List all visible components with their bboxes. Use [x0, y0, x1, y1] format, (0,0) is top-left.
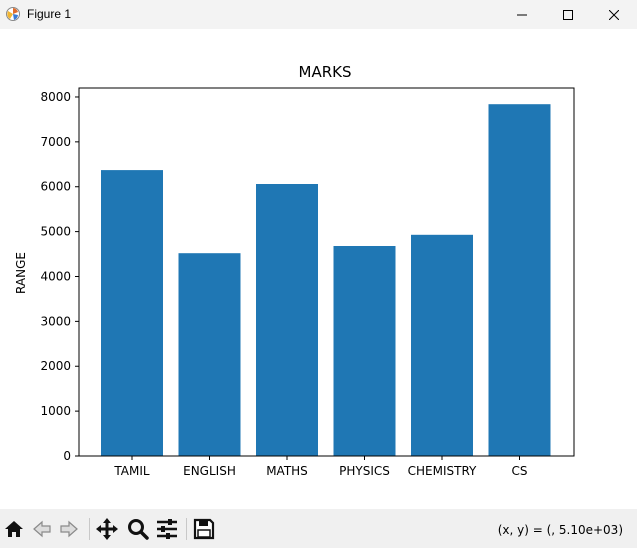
- y-tick-label: 4000: [40, 269, 71, 283]
- figure-canvas[interactable]: MARKS RANGE TAMIL ENGLISH MATHS PHYSICS CHEM…: [0, 29, 637, 509]
- x-tick-label: CHEMISTRY: [408, 464, 477, 478]
- chart-title: MARKS: [299, 63, 352, 81]
- y-tick-label: 1000: [40, 404, 71, 418]
- navigation-toolbar: (x, y) = (, 5.10e+03): [0, 509, 637, 548]
- y-tick-label: 8000: [40, 90, 71, 104]
- maximize-icon: [563, 9, 573, 20]
- bar-english: [178, 253, 241, 456]
- pan-icon: [96, 518, 118, 540]
- save-button[interactable]: [192, 517, 216, 541]
- matplotlib-icon: [6, 7, 20, 21]
- y-axis-label: RANGE: [14, 252, 28, 294]
- configure-subplots-icon: [157, 519, 177, 539]
- x-tick-label: PHYSICS: [339, 464, 390, 478]
- zoom-icon: [128, 519, 149, 540]
- configure-subplots-button[interactable]: [155, 517, 179, 541]
- title-bar: Figure 1: [0, 0, 637, 29]
- pan-button[interactable]: [95, 517, 119, 541]
- save-icon: [193, 518, 215, 540]
- home-icon: [5, 521, 23, 537]
- x-tick-label: CS: [512, 464, 528, 478]
- y-tick-label: 6000: [40, 180, 71, 194]
- bar-chemistry: [411, 234, 473, 456]
- plot-frame: [78, 87, 575, 457]
- bar-maths: [256, 184, 318, 456]
- close-button[interactable]: [591, 0, 637, 29]
- x-tick-label: ENGLISH: [183, 464, 236, 478]
- x-tick-label: MATHS: [266, 464, 308, 478]
- x-tick-label: TAMIL: [113, 464, 150, 478]
- home-button[interactable]: [2, 517, 26, 541]
- zoom-button[interactable]: [126, 517, 150, 541]
- window-title: Figure 1: [27, 7, 72, 21]
- forward-button[interactable]: [57, 517, 81, 541]
- y-tick-label: 0: [63, 449, 71, 463]
- forward-icon: [60, 520, 78, 538]
- bar-cs: [488, 104, 551, 456]
- bar-physics: [333, 246, 396, 456]
- bar-tamil: [101, 170, 163, 456]
- back-button[interactable]: [30, 517, 54, 541]
- minimize-icon: [517, 14, 527, 15]
- y-tick-label: 3000: [40, 314, 71, 328]
- y-tick-label: 5000: [40, 225, 71, 239]
- toolbar-separator: [89, 518, 90, 540]
- close-icon: [609, 9, 619, 20]
- y-tick-label: 2000: [40, 359, 71, 373]
- toolbar-separator: [186, 518, 187, 540]
- y-tick-label: 7000: [40, 135, 71, 149]
- maximize-button[interactable]: [545, 0, 591, 29]
- cursor-coordinates: (x, y) = (, 5.10e+03): [497, 523, 623, 537]
- back-icon: [33, 520, 51, 538]
- bar-chart: MARKS RANGE TAMIL ENGLISH MATHS PHYSICS CHEM…: [14, 63, 575, 478]
- minimize-button[interactable]: [499, 0, 545, 29]
